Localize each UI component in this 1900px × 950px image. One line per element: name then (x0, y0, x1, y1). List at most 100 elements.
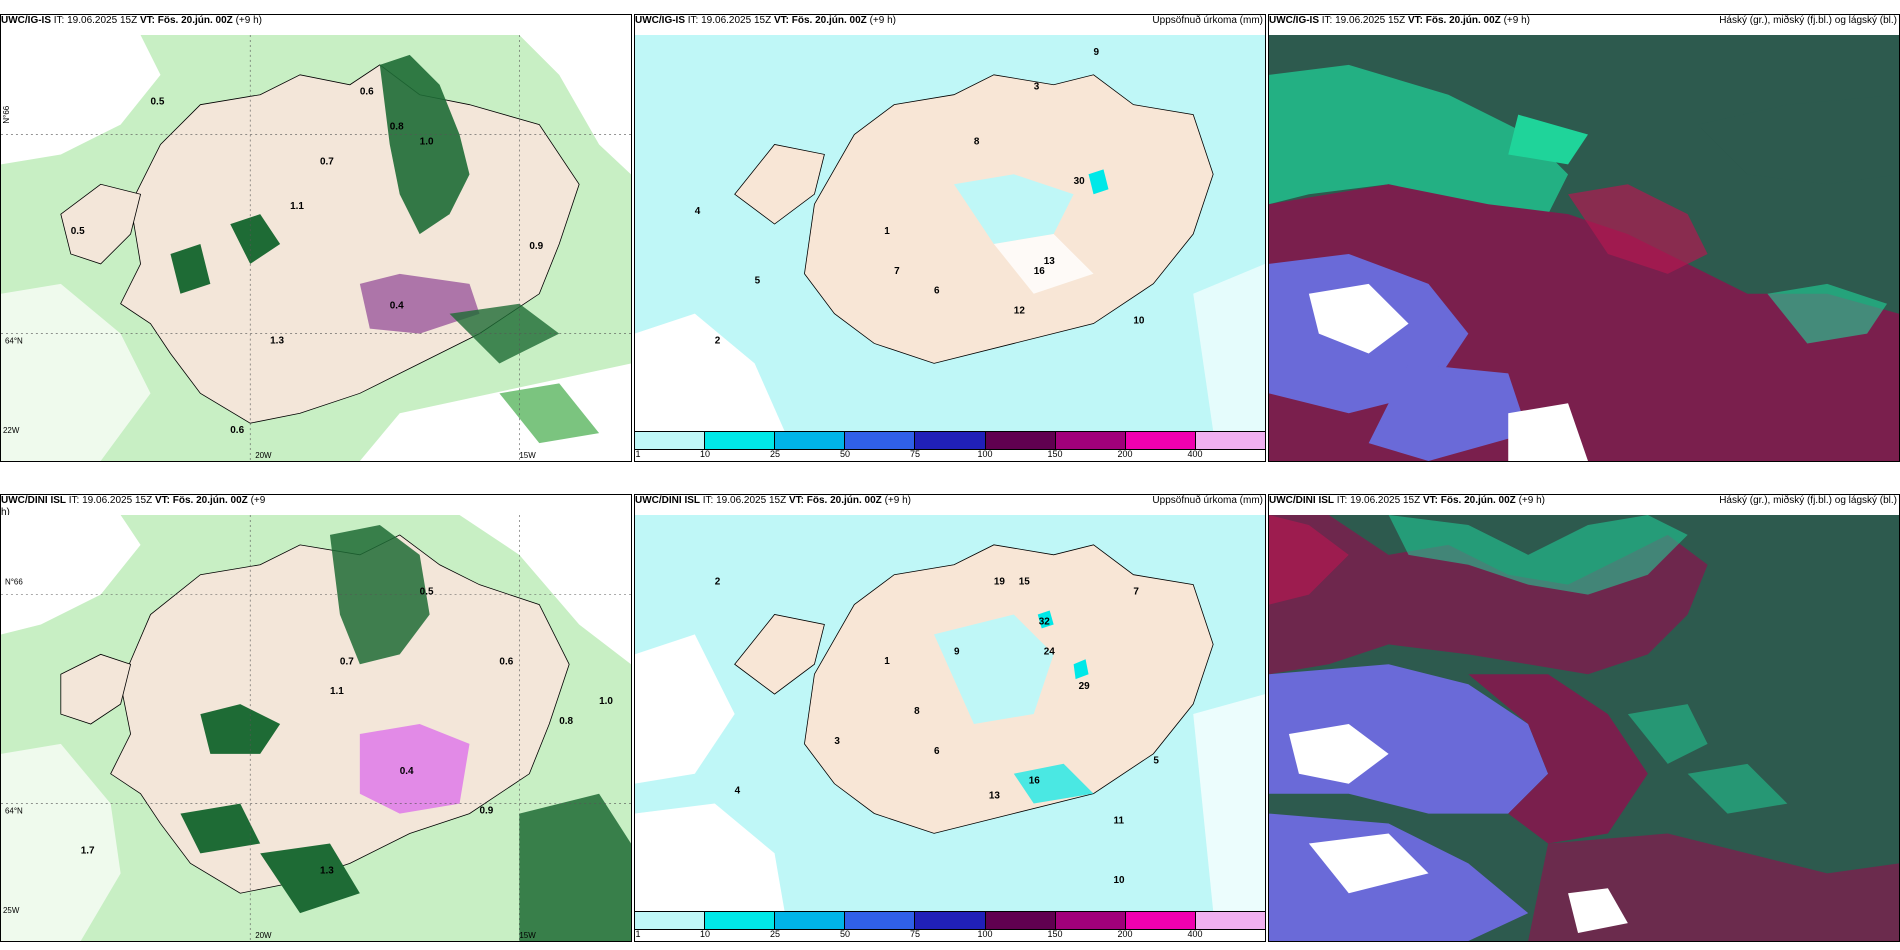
colorbar-swatch (845, 912, 916, 929)
colorbar-label: 100 (977, 929, 993, 939)
colorbar-label: 25 (769, 449, 780, 459)
precip-value: 0.9 (529, 241, 543, 252)
precip-value: 8 (914, 706, 920, 717)
precip-value: 0.6 (499, 656, 513, 667)
lon-label: 20W (255, 931, 272, 940)
colorbar: 1 10 25 50 75 100 150 200 400 (635, 911, 1265, 941)
precip-value: 6 (934, 286, 940, 297)
precip-value: 0.5 (151, 97, 165, 108)
precip-value: 4 (735, 786, 741, 797)
colorbar-label: 100 (977, 449, 993, 459)
precip-value: 0.9 (479, 806, 493, 817)
colorbar-swatch (845, 432, 916, 449)
colorbar-swatch (1055, 912, 1126, 929)
accumulated-precip-map: 32 24 29 19 15 16 13 11 10 9 8 7 6 5 4 3… (635, 515, 1265, 911)
panel-title: UWC/IG-IS IT: 19.06.2025 15Z VT: Fös. 20… (1, 15, 262, 26)
precip-value: 1.7 (81, 845, 95, 856)
colorbar-swatch (985, 912, 1056, 929)
lat-label: 64°N (5, 337, 23, 346)
lon-label: 20W (255, 451, 272, 460)
precip-value: 6 (934, 746, 940, 757)
precip-value: 13 (1044, 256, 1056, 267)
panel-bottom-left: UWC/DINI ISL IT: 19.06.2025 15Z VT: Fös.… (0, 494, 632, 942)
precip-value: 32 (1039, 616, 1051, 627)
panel-title: UWC/DINI ISL IT: 19.06.2025 15Z VT: Fös.… (635, 495, 911, 506)
cloud-cover-map (1269, 35, 1899, 461)
colorbar-swatch (705, 912, 776, 929)
lon-label: 25W (3, 906, 20, 915)
precip-value: 11 (1113, 815, 1124, 826)
colorbar-swatch (775, 432, 846, 449)
colorbar-label: 10 (699, 449, 710, 459)
precip-value: 16 (1029, 776, 1041, 787)
precip-value: 29 (1079, 681, 1091, 692)
precip-value: 24 (1044, 646, 1056, 657)
precip-value: 13 (989, 791, 1001, 802)
precip-value: 5 (755, 276, 761, 287)
precip-value: 1.3 (320, 865, 334, 876)
colorbar-swatch (705, 432, 776, 449)
colorbar-label: 150 (1047, 449, 1063, 459)
panel-title: UWC/DINI ISL IT: 19.06.2025 15Z VT: Fös.… (1, 495, 266, 518)
colorbar-swatch (1125, 432, 1196, 449)
precip-value: 12 (1014, 306, 1026, 317)
precip-value: 0.7 (340, 656, 354, 667)
lat-label: N°66 (2, 105, 11, 123)
precip-value: 1 (884, 226, 890, 237)
precip-value: 15 (1019, 577, 1031, 588)
precip-value: 8 (974, 136, 980, 147)
precip-value: 0.8 (390, 122, 404, 133)
precip-value: 9 (954, 646, 960, 657)
panel-bottom-right: UWC/DINI ISL IT: 19.06.2025 15Z VT: Fös.… (1268, 494, 1900, 942)
colorbar-label: 200 (1117, 449, 1133, 459)
precip-value: 3 (834, 736, 840, 747)
colorbar-swatch (635, 912, 706, 929)
colorbar-label: 10 (699, 929, 710, 939)
precip-value: 7 (1133, 587, 1139, 598)
colorbar-label: 150 (1047, 929, 1063, 939)
colorbar-swatch (775, 912, 846, 929)
precip-wind-map: 0.5 0.6 0.8 1.0 0.7 1.1 1.3 0.9 0.4 0.5 … (1, 35, 631, 461)
precip-value: 0.7 (320, 156, 334, 167)
lon-label: 22W (3, 426, 20, 435)
colorbar-swatch (1195, 912, 1265, 929)
precip-value: 2 (715, 577, 721, 588)
precip-value: 9 (1094, 47, 1100, 58)
panel-subtitle: Háský (gr.), miðský (fj.bl.) og lágský (… (1719, 495, 1897, 506)
precip-value: 5 (1153, 756, 1159, 767)
precip-value: 0.5 (71, 226, 85, 237)
precip-value: 0.6 (230, 425, 244, 436)
panel-title: UWC/DINI ISL IT: 19.06.2025 15Z VT: Fös.… (1269, 495, 1545, 506)
lon-label: 15W (519, 451, 536, 460)
precip-value: 3 (1034, 82, 1040, 93)
colorbar: 1 10 25 50 75 100 150 200 400 (635, 431, 1265, 461)
precip-value: 0.8 (559, 716, 573, 727)
precip-value: 1.1 (330, 686, 344, 697)
panel-title: UWC/IG-IS IT: 19.06.2025 15Z VT: Fös. 20… (1269, 15, 1530, 26)
colorbar-label: 400 (1187, 449, 1203, 459)
panel-subtitle: Uppsöfnuð úrkoma (mm) (1152, 495, 1263, 506)
colorbar-swatch (915, 432, 986, 449)
colorbar-label: 200 (1117, 929, 1133, 939)
precip-value: 0.5 (420, 587, 434, 598)
precip-value: 30 (1074, 176, 1086, 187)
precip-value: 1.1 (290, 201, 304, 212)
colorbar-label: 1 (635, 929, 641, 939)
colorbar-label: 400 (1187, 929, 1203, 939)
colorbar-label: 75 (909, 929, 920, 939)
precip-value: 0.4 (400, 766, 414, 777)
lat-label: 64°N (5, 807, 23, 816)
colorbar-swatch (1195, 432, 1265, 449)
panel-subtitle: Uppsöfnuð úrkoma (mm) (1152, 15, 1263, 26)
panel-top-right: UWC/IG-IS IT: 19.06.2025 15Z VT: Fös. 20… (1268, 14, 1900, 462)
accumulated-precip-map: 3 9 30 12 16 13 10 4 1 7 6 5 8 2 (635, 35, 1265, 431)
colorbar-swatch (635, 432, 706, 449)
colorbar-label: 1 (635, 449, 641, 459)
precip-value: 0.6 (360, 87, 374, 98)
colorbar-swatch (1125, 912, 1196, 929)
colorbar-swatch (985, 432, 1056, 449)
lon-label: 15W (519, 931, 536, 940)
precip-value: 16 (1034, 266, 1046, 277)
colorbar-swatch (1055, 432, 1126, 449)
colorbar-swatch (915, 912, 986, 929)
